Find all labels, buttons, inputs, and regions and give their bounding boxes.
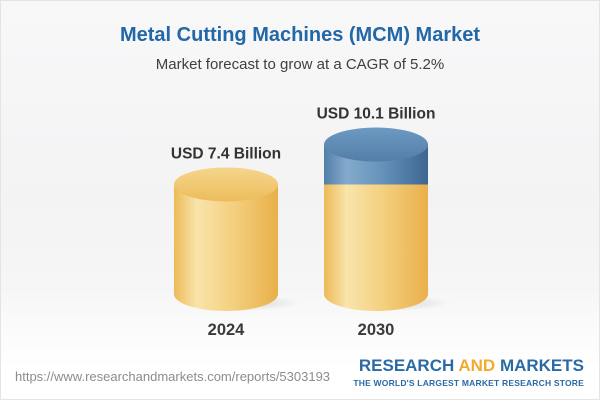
logo-word-research: RESEARCH (358, 356, 455, 375)
cylinder-segment-yellow (174, 184, 278, 311)
bar-category-label: 2024 (208, 321, 246, 339)
cylinder-top-yellow (174, 167, 278, 202)
bar-category-label: 2030 (358, 321, 395, 339)
research-and-markets-logo: RESEARCH AND MARKETS THE WORLD'S LARGEST… (353, 356, 584, 388)
market-size-cylinder-chart: USD 7.4 Billion 2024 USD 10.1 Billion 2030 (171, 106, 450, 339)
logo-tagline: THE WORLD'S LARGEST MARKET RESEARCH STOR… (353, 378, 584, 388)
page-title: Metal Cutting Machines (MCM) Market (119, 24, 481, 46)
bar-value-label: USD 10.1 Billion (317, 106, 436, 123)
logo-word-and: AND (458, 356, 496, 375)
report-url: https://www.researchandmarkets.com/repor… (15, 369, 331, 384)
cylinder-top-blue (324, 127, 428, 162)
cylinder-bar-2024: USD 7.4 Billion 2024 (171, 145, 300, 339)
cylinder-bar-2030: USD 10.1 Billion 2030 (317, 106, 450, 339)
bar-value-label: USD 7.4 Billion (171, 145, 281, 162)
logo-wordmark: RESEARCH AND MARKETS (353, 356, 584, 376)
page-subtitle: Market forecast to grow at a CAGR of 5.2… (155, 56, 445, 73)
logo-word-markets: MARKETS (499, 356, 584, 375)
cylinder-segment-yellow (324, 184, 428, 311)
